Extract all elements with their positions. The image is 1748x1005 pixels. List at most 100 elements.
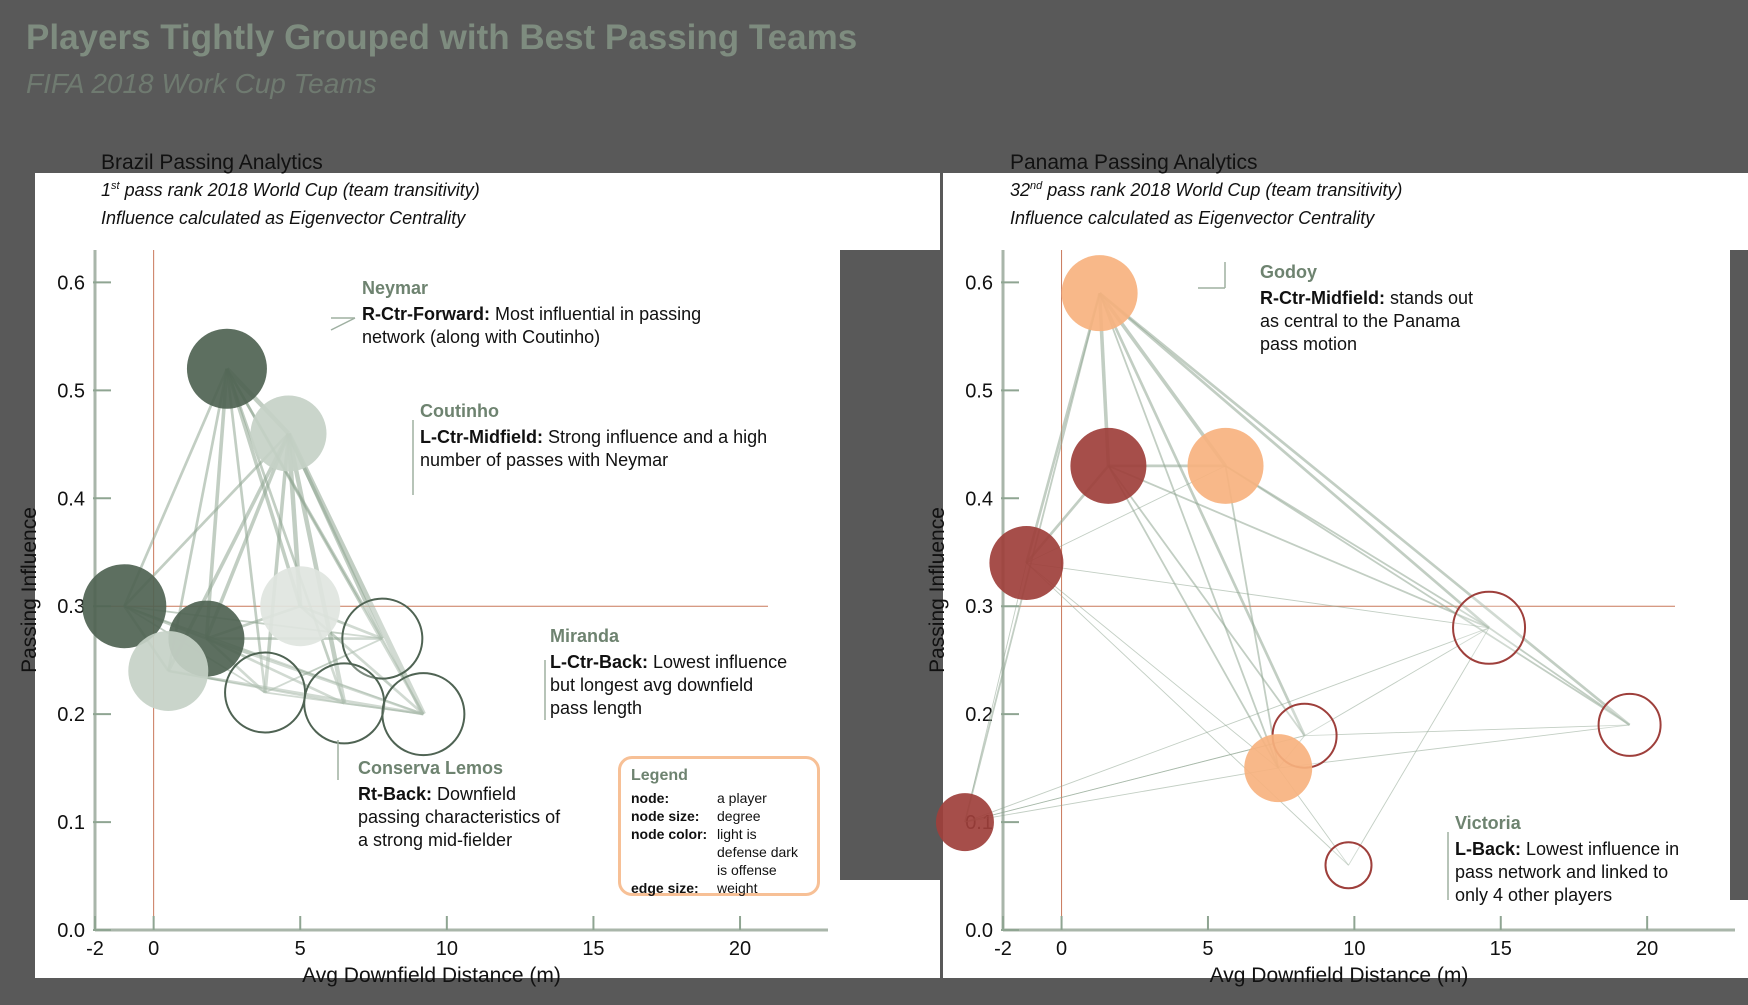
panama-edge <box>964 767 1279 823</box>
brazil-title: Brazil Passing Analytics <box>101 151 323 174</box>
brazil-node-b_def1 <box>128 630 209 711</box>
panama-ytick-label: 0.0 <box>965 920 993 942</box>
brazil-ytick-label: 0.3 <box>57 596 85 618</box>
brazil-edge <box>225 368 302 607</box>
brazil-ytick-label: 0.6 <box>57 272 85 294</box>
annotation-godoy-role: R-Ctr-Midfield: <box>1260 288 1385 308</box>
brazil-edge <box>263 433 291 693</box>
brazil-xtick-label: -2 <box>86 938 104 960</box>
panama-xtick-label: 0 <box>1056 938 1067 960</box>
panama-edge <box>1225 465 1631 726</box>
panama-edge <box>1225 465 1490 629</box>
legend-key: node size: <box>631 808 700 824</box>
panama-node-p_off2 <box>989 526 1064 601</box>
panama-edge <box>1026 562 1490 629</box>
panama-subtitle: 32nd pass rank 2018 World Cup (team tran… <box>1010 180 1403 200</box>
annotation-conserva-lemos: Conserva Lemos Rt-Back: Downfield passin… <box>358 757 573 852</box>
panama-x-label: Avg Downfield Distance (m) <box>1210 964 1469 987</box>
annotation-coutinho: Coutinho L-Ctr-Midfield: Strong influenc… <box>420 400 780 472</box>
brazil-node-b_def2 <box>260 566 341 647</box>
page-subtitle: FIFA 2018 Work Cup Teams <box>26 68 377 99</box>
brazil-edge <box>264 637 383 694</box>
annotation-neymar: Neymar R-Ctr-Forward: Most influential i… <box>362 277 742 349</box>
legend-box: Legend node: a player node size: degree no… <box>618 756 820 896</box>
panama-xtick-label: 15 <box>1490 938 1512 960</box>
brazil-node-neymar <box>186 328 267 409</box>
legend-key: edge size: <box>631 880 699 896</box>
brazil-edge <box>286 433 347 704</box>
annotation-coutinho-name: Coutinho <box>420 401 499 421</box>
legend-value: degree <box>717 808 761 824</box>
panama-xtick-label: -2 <box>994 938 1012 960</box>
panama-edge <box>964 562 1027 823</box>
annotation-godoy: Godoy R-Ctr-Midfield: stands out as cent… <box>1260 261 1475 356</box>
brazil-x-label: Avg Downfield Distance (m) <box>302 964 561 987</box>
panama-edge <box>1107 465 1306 737</box>
brazil-ytick-label: 0.0 <box>57 920 85 942</box>
brazil-edge <box>204 368 229 639</box>
brazil-edge <box>123 368 229 607</box>
annotation-coutinho-role: L-Ctr-Midfield: <box>420 427 543 447</box>
panama-xtick-label: 20 <box>1636 938 1658 960</box>
brazil-node-coutinho <box>250 395 327 472</box>
legend-value: weight <box>717 880 758 896</box>
brazil-edge <box>168 669 424 716</box>
panama-edge <box>1348 627 1490 866</box>
legend-row: edge size: weight <box>631 879 807 897</box>
panama-edge <box>1098 292 1631 726</box>
brazil-ytick-label: 0.1 <box>57 812 85 834</box>
panama-edges <box>964 292 1631 866</box>
panama-edge <box>1488 627 1631 726</box>
brazil-xtick-label: 10 <box>436 938 458 960</box>
legend-key: node color: <box>631 826 708 842</box>
brazil-xtick-label: 0 <box>148 938 159 960</box>
brazil-ytick-label: 0.4 <box>57 488 85 510</box>
annotation-coutinho-text: Strong influence and a high number of pa… <box>420 427 768 470</box>
annotation-victoria-text: Lowest influence in pass network and lin… <box>1455 839 1680 905</box>
panama-y-label: Passing Influence <box>926 507 949 673</box>
panama-edge <box>1098 292 1280 769</box>
annotation-lemos-name: Conserva Lemos <box>358 758 504 778</box>
brazil-node-lemos <box>224 651 307 734</box>
panama-edge <box>1107 465 1280 769</box>
brazil-xtick-label: 20 <box>729 938 751 960</box>
panama-node-p_far <box>1597 692 1662 757</box>
brazil-edge <box>381 638 425 715</box>
panama-edge <box>1224 465 1280 769</box>
brazil-nodes <box>82 328 466 757</box>
panama-node-p_def2 <box>1244 734 1313 803</box>
brazil-node-b_cb2 <box>303 662 386 745</box>
panama-nodes <box>935 255 1662 890</box>
panama-edge <box>1108 465 1490 629</box>
panama-node-p_def1 <box>1187 427 1264 504</box>
legend-row: node size: degree <box>631 807 807 825</box>
annotation-neymar-text: Most influential in passing network (alo… <box>362 304 702 347</box>
page-title: Players Tightly Grouped with Best Passin… <box>26 18 858 57</box>
panama-ytick-label: 0.3 <box>965 596 993 618</box>
legend-value: a player <box>717 790 767 806</box>
annotation-lemos-role: Rt-Back: <box>358 784 433 804</box>
legend-row: node: a player <box>631 789 807 807</box>
annotation-miranda-role: L-Ctr-Back: <box>550 652 649 672</box>
panama-xtick-label: 5 <box>1202 938 1213 960</box>
brazil-y-label: Passing Influence <box>18 507 41 673</box>
panama-edge <box>964 735 1305 823</box>
annotation-neymar-name: Neymar <box>362 278 429 298</box>
panama-subtitle-2: Influence calculated as Eigenvector Cent… <box>1010 208 1375 228</box>
panama-node-p_wing <box>1452 590 1527 665</box>
annotation-victoria-role: L-Back: <box>1455 839 1522 859</box>
panama-title: Panama Passing Analytics <box>1010 151 1258 174</box>
panama-ytick-label: 0.6 <box>965 272 993 294</box>
annotation-miranda-name: Miranda <box>550 626 620 646</box>
panama-node-godoy <box>1061 255 1138 332</box>
brazil-edge <box>264 691 424 716</box>
brazil-node-b_lb <box>82 564 167 649</box>
legend-key: node: <box>631 790 670 806</box>
brazil-node-miranda <box>381 672 466 757</box>
annotation-victoria: Victoria L-Back: Lowest influence in pas… <box>1455 812 1705 907</box>
annotation-godoy-name: Godoy <box>1260 262 1317 282</box>
brazil-edge <box>225 368 346 704</box>
annotation-victoria-name: Victoria <box>1455 813 1521 833</box>
